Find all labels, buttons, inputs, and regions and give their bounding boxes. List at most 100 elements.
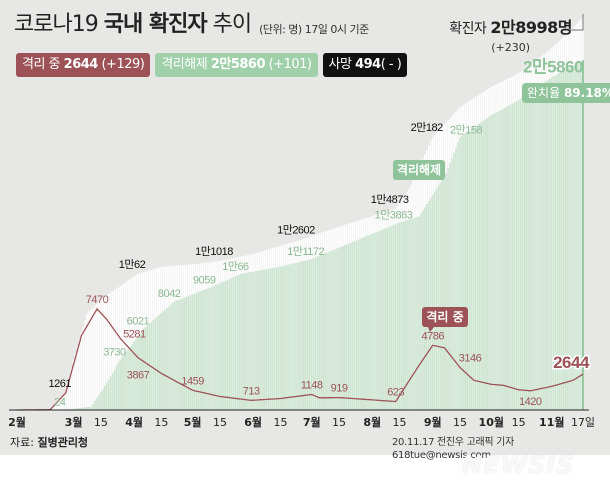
bar-released	[275, 267, 278, 410]
bar-released	[548, 78, 551, 411]
bar-released	[172, 302, 174, 410]
recovery-rate-badge: 완치율 89.18%	[522, 83, 610, 103]
released-data-label: 1만66	[222, 260, 249, 273]
total-value: 2만8998명	[490, 18, 572, 37]
legend-value: 2만5860	[210, 57, 266, 72]
released-data-label: 2만158	[450, 123, 482, 136]
bar-confirmed	[121, 284, 123, 410]
bar-released	[326, 252, 328, 410]
bar-released	[377, 231, 379, 410]
bar-released	[488, 116, 490, 410]
bar-confirmed	[74, 352, 77, 410]
bar-released	[556, 74, 559, 410]
bar-released	[82, 407, 84, 410]
bar-released	[529, 92, 531, 410]
bar-released	[258, 270, 260, 410]
bar-released	[466, 131, 469, 410]
isolation-data-label: 4786	[421, 330, 444, 342]
bar-confirmed	[129, 279, 131, 410]
bar-released	[176, 300, 178, 410]
bar-released	[402, 221, 405, 410]
released-data-label: 6021	[127, 316, 150, 328]
bar-confirmed	[131, 277, 133, 410]
bar-released	[252, 271, 254, 410]
bar-released	[92, 403, 94, 410]
bar-released	[379, 230, 381, 410]
bar-released	[343, 245, 346, 410]
bar-released	[513, 102, 516, 410]
bar-released	[105, 382, 108, 410]
bar-confirmed	[90, 309, 92, 410]
bar-released	[554, 75, 557, 411]
bar-released	[254, 271, 256, 410]
bar-released	[230, 278, 233, 410]
bar-released	[492, 114, 494, 410]
bar-released	[174, 301, 176, 410]
bar-released	[464, 133, 467, 410]
released-data-label: 1만1172	[287, 245, 324, 258]
bar-released	[535, 88, 537, 411]
bar-confirmed	[92, 307, 94, 410]
legend-isolation: 격리 중 2644 (+129)	[16, 53, 151, 77]
bar-released	[427, 201, 430, 410]
bar-released	[504, 107, 506, 411]
bar-confirmed	[84, 320, 86, 410]
x-tick-label: 6월	[244, 415, 262, 429]
bar-released	[148, 323, 151, 410]
recovery-rate-value: 89.18%	[563, 86, 610, 100]
released-data-label: 24	[54, 397, 66, 409]
bar-released	[256, 270, 258, 410]
bar-released	[523, 96, 526, 411]
bar-released	[476, 124, 479, 411]
bar-confirmed	[111, 291, 114, 410]
bar-released	[94, 400, 96, 410]
bar-released	[219, 283, 221, 410]
bar-released	[320, 254, 323, 410]
x-tick-label: 15	[512, 416, 526, 429]
bar-released	[304, 260, 307, 410]
bar-confirmed	[123, 283, 125, 410]
x-tick-label: 15	[393, 416, 407, 429]
x-tick-label: 15	[273, 416, 287, 429]
bar-released	[576, 63, 578, 410]
released-data-label: 2만5860	[523, 57, 583, 76]
bar-released	[107, 379, 110, 410]
bar-released	[222, 281, 225, 410]
bar-released	[527, 93, 529, 411]
bar-released	[78, 408, 81, 410]
bar-released	[431, 194, 434, 410]
bar-confirmed	[78, 339, 81, 410]
bar-released	[375, 232, 377, 410]
bar-released	[451, 157, 453, 410]
x-tick-label: 5월	[184, 415, 202, 429]
bar-released	[386, 227, 389, 410]
bar-confirmed	[96, 303, 98, 410]
bar-released	[365, 236, 367, 410]
confirmed-data-label: 1만62	[119, 258, 146, 271]
bar-confirmed	[66, 384, 69, 410]
bar-released	[88, 406, 90, 410]
bar-released	[500, 109, 502, 410]
bar-confirmed	[127, 280, 129, 410]
bar-released	[121, 356, 123, 410]
bar-released	[180, 298, 182, 410]
bar-released	[152, 320, 155, 410]
bar-released	[414, 217, 416, 410]
confirmed-data-label: 1만4873	[371, 193, 409, 206]
bar-released	[521, 97, 524, 411]
bar-released	[412, 218, 414, 410]
confirmed-data-label: 1만1018	[195, 245, 233, 258]
bar-released	[398, 222, 401, 410]
bar-released	[502, 108, 504, 410]
bar-released	[287, 264, 289, 410]
source-value: 질병관리청	[37, 436, 89, 449]
x-tick-label: 15	[154, 416, 168, 429]
title-suffix: 추이	[212, 12, 252, 37]
total-label: 확진자	[449, 21, 487, 37]
x-tick-label: 7월	[303, 415, 321, 429]
bar-released	[201, 290, 204, 410]
bar-confirmed	[55, 403, 57, 410]
bar-released	[166, 308, 168, 410]
released-data-label: 8042	[158, 288, 181, 300]
bar-confirmed	[115, 288, 118, 410]
